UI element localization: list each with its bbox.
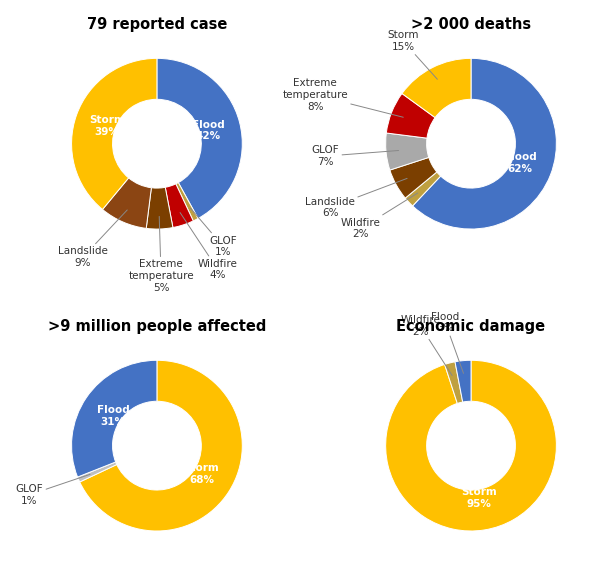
Title: 79 reported case: 79 reported case (87, 17, 227, 32)
Title: >2 000 deaths: >2 000 deaths (411, 17, 531, 32)
Wedge shape (77, 462, 117, 482)
Title: >9 million people affected: >9 million people affected (48, 319, 266, 333)
Wedge shape (386, 360, 556, 531)
Wedge shape (71, 360, 157, 477)
Wedge shape (103, 178, 151, 228)
Wedge shape (402, 59, 471, 118)
Wedge shape (157, 59, 242, 218)
Text: Storm
15%: Storm 15% (387, 30, 437, 79)
Wedge shape (445, 362, 463, 403)
Wedge shape (386, 133, 429, 170)
Text: Wildfire
4%: Wildfire 4% (180, 213, 238, 281)
Text: Storm
95%: Storm 95% (461, 487, 497, 509)
Wedge shape (386, 93, 435, 138)
Text: Storm
68%: Storm 68% (184, 463, 220, 485)
Wedge shape (71, 59, 157, 209)
Wedge shape (165, 184, 193, 228)
Wedge shape (176, 183, 198, 221)
Text: Extreme
temperature
8%: Extreme temperature 8% (283, 79, 403, 117)
Text: Landslide
6%: Landslide 6% (305, 179, 407, 218)
Title: Economic damage: Economic damage (397, 319, 545, 333)
Text: GLOF
7%: GLOF 7% (311, 145, 398, 167)
Text: Landslide
9%: Landslide 9% (58, 210, 127, 268)
Text: Wildfire
2%: Wildfire 2% (400, 315, 452, 376)
Wedge shape (405, 172, 440, 206)
Text: Flood
62%: Flood 62% (504, 152, 536, 174)
Text: Storm
39%: Storm 39% (89, 115, 125, 137)
Wedge shape (146, 187, 173, 229)
Text: Extreme
temperature
5%: Extreme temperature 5% (128, 216, 194, 292)
Text: GLOF
1%: GLOF 1% (16, 475, 90, 506)
Text: Wildfire
2%: Wildfire 2% (341, 193, 418, 239)
Text: Flood
31%: Flood 31% (97, 405, 130, 427)
Text: Flood
42%: Flood 42% (192, 119, 224, 141)
Wedge shape (413, 59, 556, 229)
Wedge shape (455, 360, 471, 402)
Wedge shape (80, 360, 242, 531)
Text: GLOF
1%: GLOF 1% (191, 208, 237, 257)
Text: Flood
3%: Flood 3% (431, 312, 463, 373)
Wedge shape (390, 158, 437, 198)
